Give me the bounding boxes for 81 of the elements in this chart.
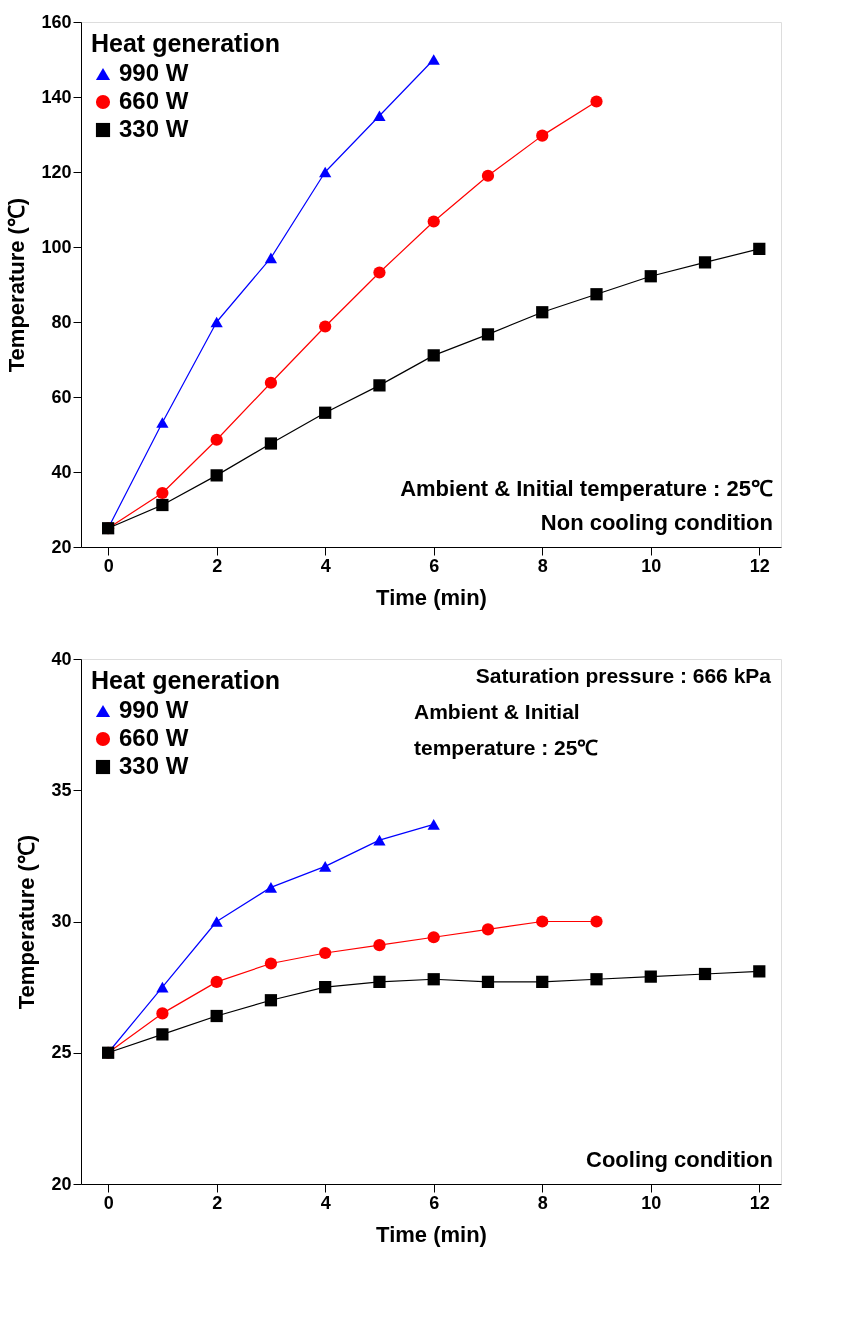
point bbox=[264, 376, 278, 389]
y-tick-label: 100 bbox=[41, 236, 72, 257]
annotation: Ambient & Initial temperature : 25℃ bbox=[400, 476, 773, 501]
x-tick-label: 0 bbox=[103, 1192, 114, 1213]
x-tick-label: 12 bbox=[749, 1192, 770, 1213]
annotation: Ambient & Initial bbox=[414, 700, 580, 723]
point bbox=[427, 931, 440, 944]
point bbox=[481, 975, 495, 988]
x-tick-label: 0 bbox=[103, 555, 114, 576]
legend-title: Heat generation bbox=[91, 666, 280, 694]
y-tick-label: 20 bbox=[51, 536, 72, 557]
y-tick-label: 140 bbox=[41, 86, 72, 107]
legend-label: 330 W bbox=[119, 115, 189, 142]
legend-label: 990 W bbox=[119, 696, 189, 723]
y-tick-label: 30 bbox=[51, 911, 72, 931]
point bbox=[644, 970, 657, 983]
legend-label: 330 W bbox=[119, 752, 189, 779]
point bbox=[481, 328, 495, 341]
point bbox=[156, 486, 169, 500]
point bbox=[210, 1009, 223, 1023]
point bbox=[753, 242, 766, 255]
point bbox=[481, 923, 495, 936]
point bbox=[427, 973, 440, 986]
point bbox=[264, 957, 278, 970]
annotation: temperature : 25℃ bbox=[414, 736, 599, 759]
legend-title: Heat generation bbox=[91, 29, 280, 57]
x-tick-label: 12 bbox=[749, 555, 770, 576]
y-tick-label: 20 bbox=[51, 1173, 72, 1194]
x-tick-label: 10 bbox=[641, 555, 662, 576]
x-tick-label: 10 bbox=[641, 1192, 662, 1213]
y-tick-label: 160 bbox=[41, 11, 72, 32]
legend-label: 660 W bbox=[119, 87, 189, 114]
x-tick-label: 6 bbox=[429, 1192, 440, 1213]
x-axis-title: Time (min) bbox=[376, 584, 487, 610]
x-tick-label: 2 bbox=[212, 555, 223, 576]
x-tick-label: 6 bbox=[429, 555, 440, 576]
x-tick-label: 8 bbox=[537, 555, 548, 576]
x-tick-label: 8 bbox=[537, 1192, 548, 1213]
point bbox=[319, 320, 332, 333]
annotation: Saturation pressure : 666 kPa bbox=[475, 664, 772, 687]
y-tick-label: 80 bbox=[51, 311, 72, 332]
y-axis-title: Temperature (℃) bbox=[4, 197, 30, 373]
point bbox=[698, 967, 712, 981]
y-tick-label: 60 bbox=[51, 386, 72, 407]
point bbox=[698, 256, 712, 269]
y-axis-title: Temperature (℃) bbox=[14, 834, 40, 1010]
point bbox=[264, 437, 278, 450]
point bbox=[210, 433, 223, 446]
y-tick-label: 35 bbox=[51, 779, 72, 800]
y-tick-label: 40 bbox=[51, 461, 72, 482]
annotation: Non cooling condition bbox=[540, 510, 773, 535]
point bbox=[319, 406, 332, 419]
point bbox=[536, 129, 549, 142]
x-tick-label: 4 bbox=[320, 555, 331, 576]
point bbox=[481, 169, 495, 182]
point bbox=[264, 252, 278, 264]
x-tick-label: 2 bbox=[212, 1192, 223, 1213]
point bbox=[590, 973, 603, 986]
x-tick-label: 4 bbox=[320, 1192, 331, 1213]
y-tick-label: 120 bbox=[41, 161, 72, 182]
legend-label: 990 W bbox=[119, 59, 189, 86]
annotation: Cooling condition bbox=[586, 1147, 773, 1172]
point bbox=[590, 288, 603, 301]
point bbox=[373, 975, 386, 988]
point bbox=[264, 882, 278, 893]
legend-label: 660 W bbox=[119, 724, 189, 751]
x-axis-title: Time (min) bbox=[376, 1221, 487, 1247]
point bbox=[156, 498, 169, 512]
point bbox=[319, 166, 332, 178]
point bbox=[536, 915, 549, 928]
point bbox=[319, 861, 332, 872]
point bbox=[210, 975, 223, 988]
point bbox=[373, 939, 386, 952]
point bbox=[319, 981, 332, 994]
y-tick-label: 40 bbox=[51, 648, 72, 669]
point bbox=[264, 994, 278, 1007]
point bbox=[536, 975, 549, 988]
point bbox=[644, 270, 657, 283]
y-tick-label: 25 bbox=[51, 1042, 72, 1063]
point bbox=[319, 946, 332, 960]
point bbox=[536, 306, 549, 319]
